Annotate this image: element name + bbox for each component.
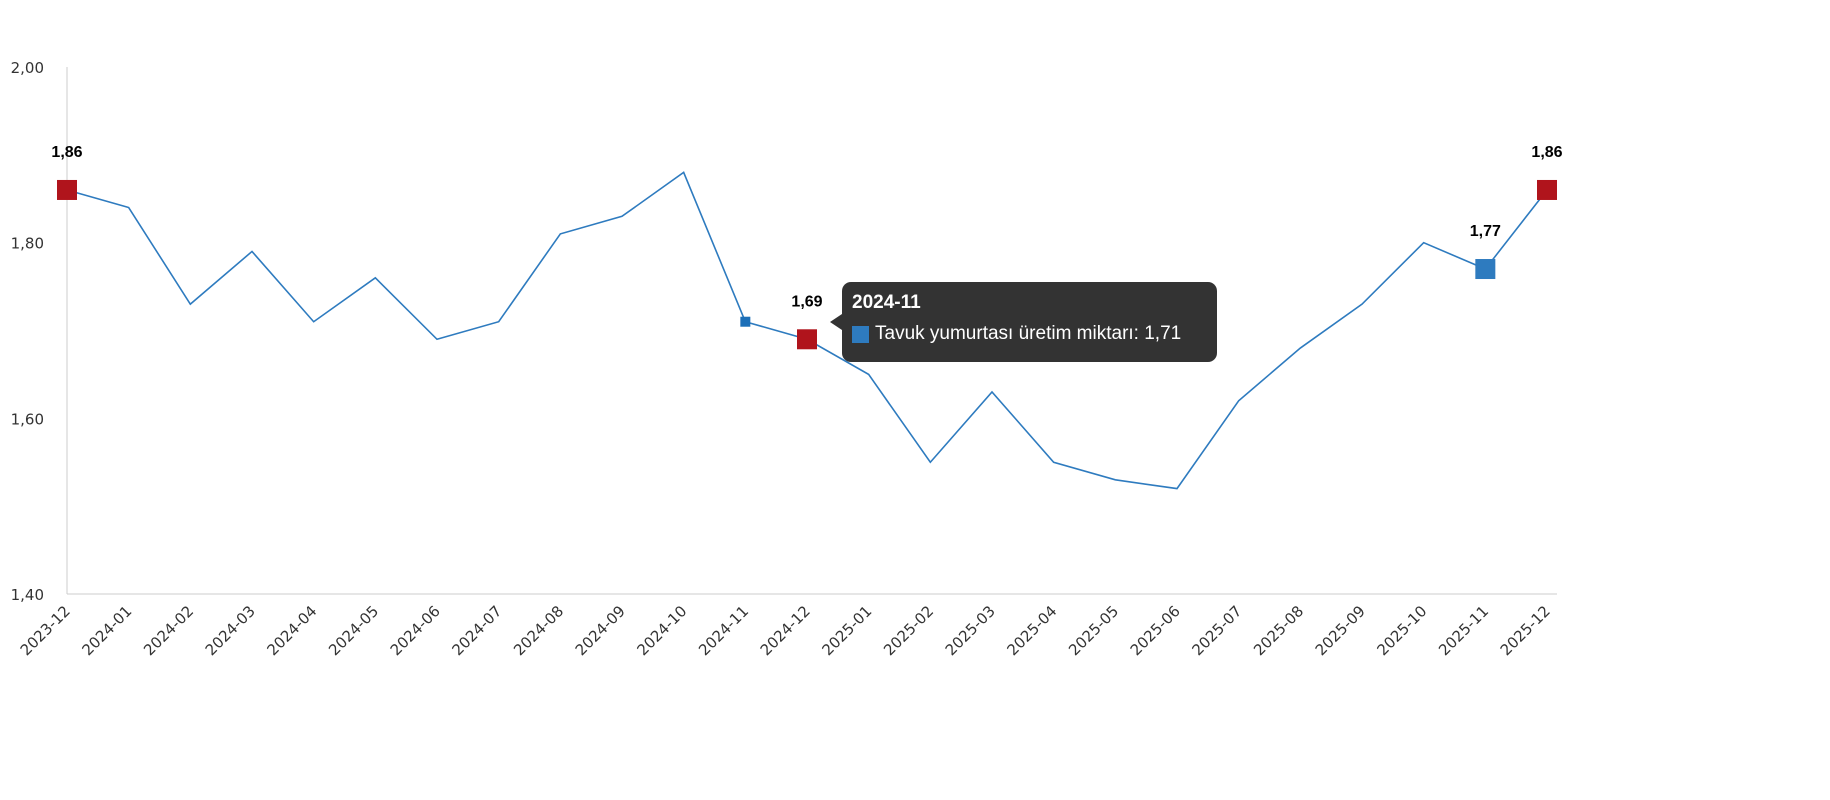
- x-tick-label: 2025-03: [942, 602, 999, 659]
- x-tick-label: 2025-02: [880, 602, 937, 659]
- x-tick-label: 2025-09: [1312, 602, 1369, 659]
- x-tick-label: 2024-08: [510, 602, 567, 659]
- hover-marker: [740, 316, 751, 327]
- tooltip-title: 2024-11: [852, 292, 921, 313]
- data-label: 1,86: [1531, 144, 1562, 161]
- x-tick-label: 2025-12: [1497, 602, 1554, 659]
- x-tick-label: 2024-09: [572, 602, 629, 659]
- x-tick-label: 2024-04: [263, 602, 320, 659]
- tooltip-arrow: [830, 314, 842, 330]
- data-label: 1,77: [1470, 223, 1501, 240]
- y-tick-label: 1,40: [11, 586, 44, 604]
- y-tick-label: 1,80: [11, 235, 44, 253]
- x-tick-label: 2025-11: [1435, 602, 1492, 659]
- x-tick-label: 2024-01: [78, 602, 135, 659]
- x-tick-label: 2025-10: [1373, 602, 1430, 659]
- x-tick-label: 2025-06: [1127, 602, 1184, 659]
- highlight-marker: [1475, 259, 1496, 280]
- x-tick-label: 2024-11: [695, 602, 752, 659]
- x-tick-label: 2023-12: [17, 602, 74, 659]
- data-label: 1,69: [791, 293, 822, 310]
- tooltip: 2024-11 Tavuk yumurtası üretim miktarı: …: [830, 282, 1217, 362]
- series-swatch-icon: [852, 325, 869, 343]
- x-tick-label: 2025-04: [1003, 602, 1060, 659]
- x-tick-label: 2024-12: [757, 602, 814, 659]
- highlight-marker: [57, 179, 77, 200]
- data-label: 1,86: [51, 144, 82, 161]
- tooltip-row: Tavuk yumurtası üretim miktarı: 1,71: [852, 323, 1207, 345]
- x-tick-label: 2024-06: [387, 602, 444, 659]
- highlight-marker: [1537, 179, 1557, 200]
- x-tick-label: 2024-02: [140, 602, 197, 659]
- y-tick-label: 2,00: [11, 59, 44, 77]
- x-tick-label: 2025-01: [818, 602, 875, 659]
- tooltip-value: Tavuk yumurtası üretim miktarı: 1,71: [875, 323, 1182, 344]
- x-tick-label: 2024-05: [325, 602, 382, 659]
- x-tick-label: 2025-05: [1065, 602, 1122, 659]
- x-tick-label: 2025-08: [1250, 602, 1307, 659]
- x-tick-label: 2024-10: [633, 602, 690, 659]
- y-tick-label: 1,60: [11, 410, 44, 428]
- x-tick-label: 2024-03: [202, 602, 259, 659]
- x-tick-label: 2024-07: [448, 602, 505, 659]
- highlight-marker: [797, 329, 817, 350]
- x-tick-label: 2025-07: [1188, 602, 1245, 659]
